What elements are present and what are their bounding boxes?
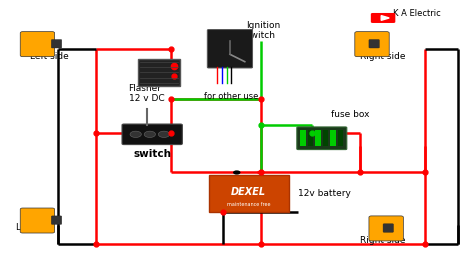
- FancyBboxPatch shape: [51, 40, 62, 48]
- Circle shape: [257, 171, 264, 174]
- FancyBboxPatch shape: [297, 127, 347, 149]
- FancyBboxPatch shape: [315, 130, 321, 146]
- FancyBboxPatch shape: [20, 32, 55, 57]
- Polygon shape: [381, 16, 389, 20]
- FancyBboxPatch shape: [369, 40, 379, 48]
- FancyBboxPatch shape: [20, 208, 55, 233]
- Text: for other use: for other use: [204, 92, 258, 101]
- FancyBboxPatch shape: [138, 59, 181, 86]
- FancyBboxPatch shape: [323, 130, 328, 146]
- Circle shape: [158, 131, 170, 138]
- FancyBboxPatch shape: [369, 216, 403, 241]
- Circle shape: [130, 131, 141, 138]
- Text: fuse box: fuse box: [331, 110, 370, 119]
- FancyBboxPatch shape: [308, 130, 313, 146]
- FancyBboxPatch shape: [51, 216, 62, 224]
- FancyBboxPatch shape: [300, 130, 306, 146]
- FancyBboxPatch shape: [209, 175, 289, 212]
- FancyBboxPatch shape: [338, 130, 344, 146]
- FancyBboxPatch shape: [122, 124, 182, 145]
- Circle shape: [144, 131, 155, 138]
- Text: switch: switch: [133, 149, 171, 159]
- Circle shape: [233, 171, 240, 174]
- Text: Right side: Right side: [359, 236, 405, 246]
- FancyBboxPatch shape: [383, 224, 393, 232]
- FancyBboxPatch shape: [371, 13, 395, 23]
- Text: Flasher
12 v DC: Flasher 12 v DC: [128, 84, 164, 103]
- Text: Ignition
switch: Ignition switch: [246, 21, 281, 40]
- Text: K A Electric: K A Electric: [392, 9, 440, 18]
- FancyBboxPatch shape: [355, 32, 389, 57]
- Text: DEXEL: DEXEL: [231, 187, 266, 197]
- Text: 12v battery: 12v battery: [298, 189, 351, 198]
- FancyBboxPatch shape: [330, 130, 336, 146]
- Text: Left side: Left side: [30, 52, 68, 61]
- Text: Right side: Right side: [359, 52, 405, 61]
- Text: Left side: Left side: [16, 223, 55, 232]
- FancyBboxPatch shape: [207, 30, 253, 68]
- Text: maintenance free: maintenance free: [227, 202, 271, 207]
